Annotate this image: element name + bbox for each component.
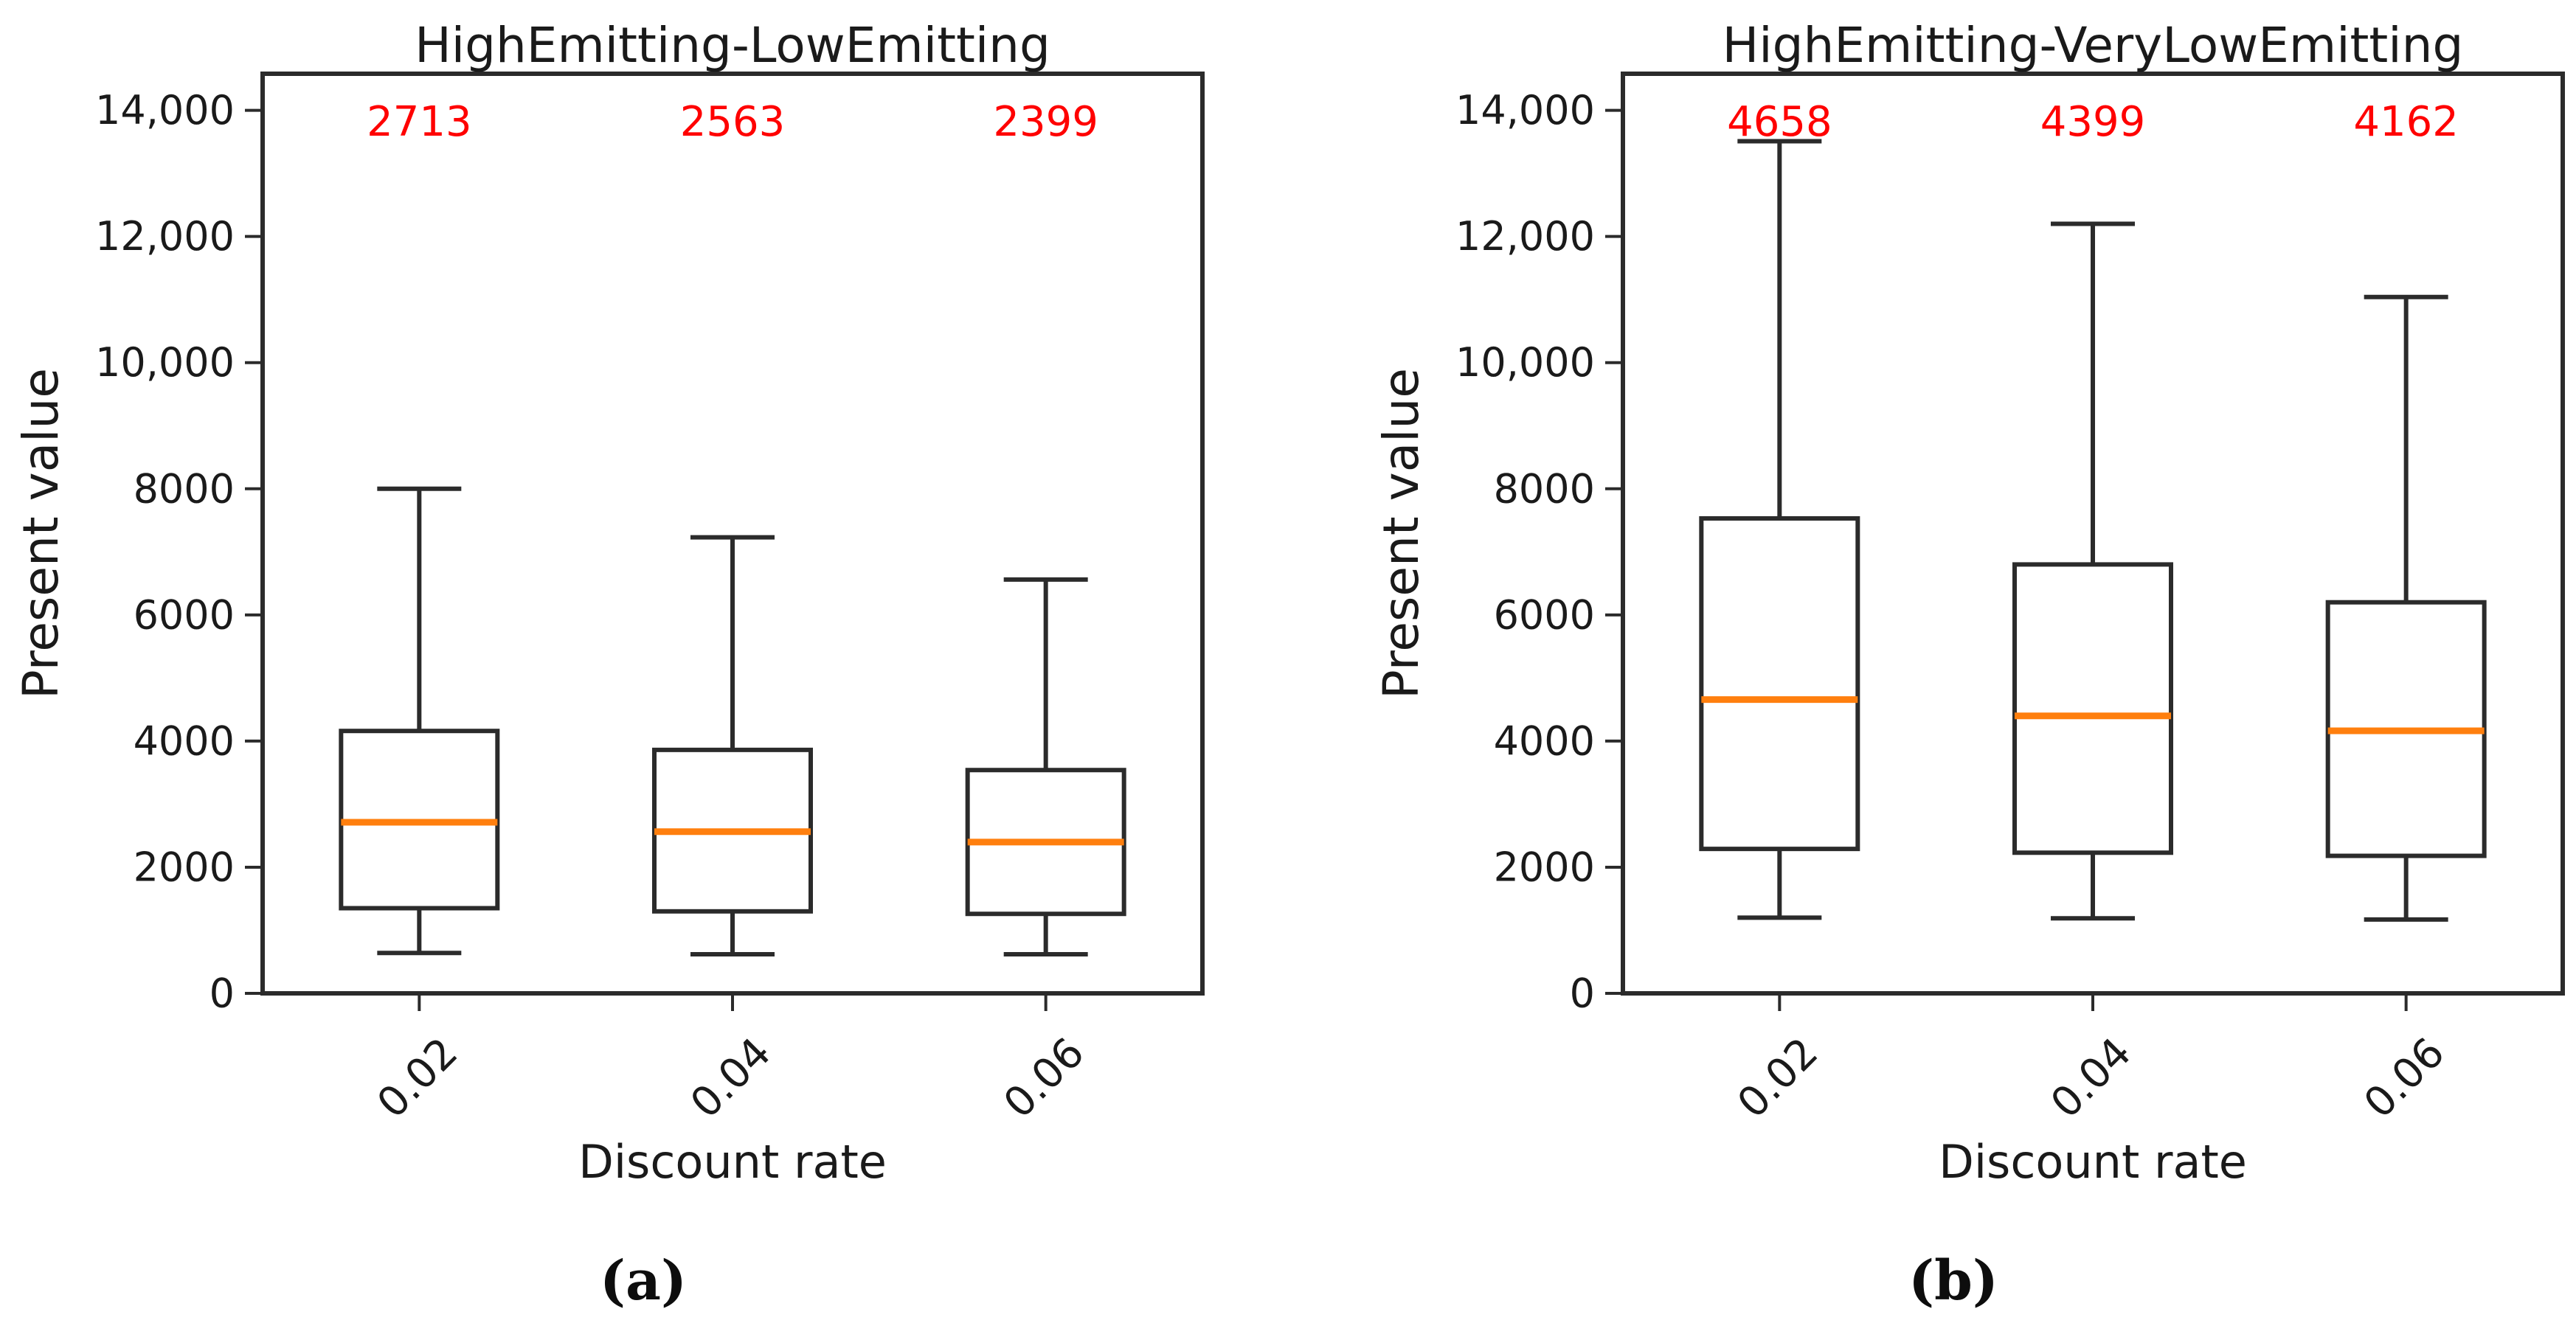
y-axis-tick-label: 0 [210,970,235,1017]
panel-a: 0 2000 4000 6000 8000 10,000 12,000 14,000 0.02 0… [13,17,1205,1189]
y-axis-label: Present value [13,368,69,699]
x-axis-tick-label: 0.04 [682,1029,780,1128]
x-axis-tick-label: 0.02 [1728,1029,1827,1128]
y-axis-tick-label: 12,000 [1455,213,1595,260]
x-axis-tick-label: 0.06 [2355,1029,2454,1128]
chart-title: HighEmitting-LowEmitting [415,17,1050,74]
y-axis-tick-label: 0 [1570,970,1595,1017]
y-axis-tick-label: 4000 [134,718,235,764]
panel-a-caption: (a) [600,1249,687,1313]
y-axis-tick-label: 14,000 [95,87,235,133]
iqr-box [1699,515,1860,852]
y-axis-tick-label: 4000 [1494,718,1595,764]
y-axis-tick-label: 2000 [134,844,235,890]
y-axis-tick-label: 8000 [134,465,235,512]
x-axis-tick-label: 0.02 [368,1029,467,1128]
iqr-box [2012,562,2173,855]
median-annotation: 4162 [2353,98,2459,146]
median-annotation: 4399 [2040,98,2146,146]
y-axis-tick-label: 12,000 [95,213,235,260]
y-axis-label: Present value [1373,368,1430,699]
y-axis-tick-label: 10,000 [1455,339,1595,386]
x-axis-tick-label: 0.04 [2042,1029,2141,1128]
median-annotation: 4658 [1727,98,1832,146]
panel-b-caption: (b) [1908,1249,1998,1313]
median-annotation: 2713 [367,98,472,146]
y-axis-tick-label: 10,000 [95,339,235,386]
median-annotation: 2399 [993,98,1098,146]
panel-b: 0 2000 4000 6000 8000 10,000 12,000 14,000 0.02 0… [1373,17,2565,1189]
chart-title: HighEmitting-VeryLowEmitting [1722,17,2464,74]
y-axis-tick-label: 6000 [134,591,235,638]
x-axis-label: Discount rate [578,1135,887,1189]
x-axis-tick-label: 0.06 [994,1029,1093,1128]
median-annotation: 2563 [680,98,786,146]
y-axis-tick-label: 14,000 [1455,87,1595,133]
y-axis-tick-label: 2000 [1494,844,1595,890]
y-axis-tick-label: 6000 [1494,591,1595,638]
x-axis-label: Discount rate [1939,1135,2247,1189]
y-axis-tick-label: 8000 [1494,465,1595,512]
